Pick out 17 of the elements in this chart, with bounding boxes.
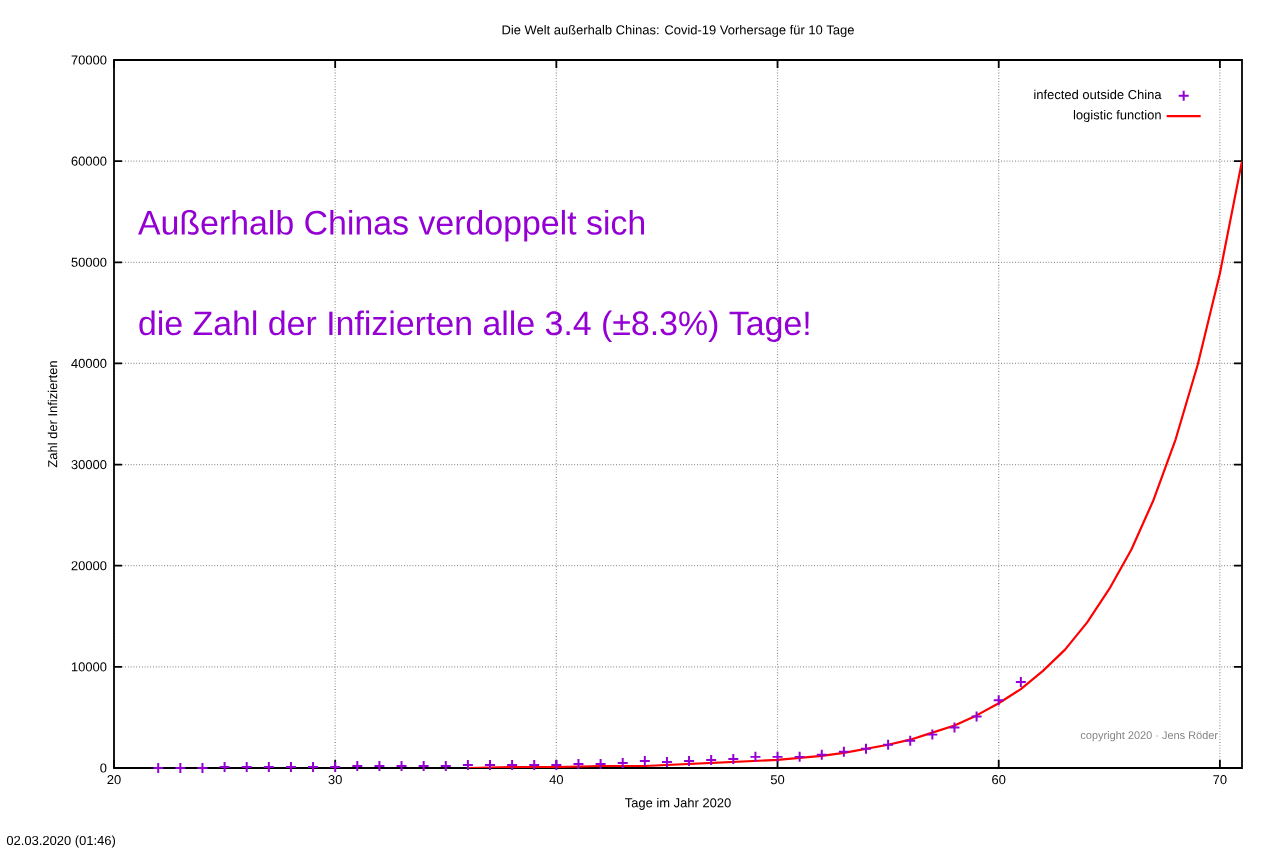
point <box>904 734 917 747</box>
annotation: die Zahl der Infizierten alle 3.4 (±8.3%) Tage! <box>139 310 809 343</box>
annotation: Außerhalb Chinas verdoppelt sich <box>138 209 645 242</box>
point <box>152 762 165 774</box>
point <box>749 750 762 763</box>
point <box>926 728 939 741</box>
point <box>815 748 828 761</box>
point <box>771 750 784 763</box>
point <box>882 738 895 751</box>
point <box>174 762 187 774</box>
point <box>860 742 872 755</box>
point <box>196 762 209 774</box>
point <box>837 745 850 758</box>
point <box>948 721 961 734</box>
point <box>970 710 983 723</box>
point <box>992 694 1005 707</box>
point <box>793 750 806 763</box>
